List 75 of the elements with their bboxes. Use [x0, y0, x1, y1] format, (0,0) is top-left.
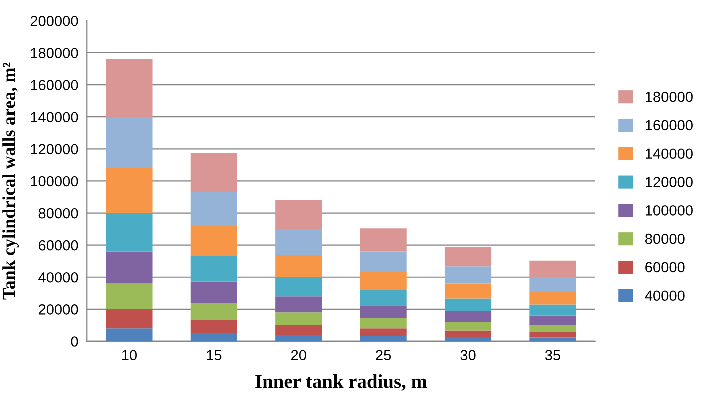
legend-label: 80000 — [645, 234, 685, 244]
y-tick-label: 160000 — [31, 80, 78, 90]
x-tick-label: 15 — [207, 350, 222, 361]
legend-label: 120000 — [646, 177, 693, 188]
bar — [106, 309, 153, 329]
bar — [444, 337, 492, 342]
bar — [106, 328, 153, 342]
bar — [530, 338, 576, 342]
bar — [360, 328, 407, 336]
x-axis-title: Inner tank radius, m — [256, 374, 428, 392]
bar — [190, 153, 238, 192]
legend-label: 140000 — [646, 148, 693, 160]
y-axis-title: Tank cylindrical walls area, m² — [2, 62, 20, 300]
bar — [360, 290, 407, 306]
legend-label: 40000 — [645, 290, 685, 302]
bar — [190, 282, 238, 304]
bar — [190, 332, 238, 342]
bar — [360, 306, 407, 318]
legend-label: 160000 — [646, 120, 693, 131]
bar — [276, 200, 322, 230]
bar — [106, 59, 153, 118]
x-tick-label: 20 — [291, 350, 306, 361]
bar — [276, 325, 322, 336]
bar — [360, 252, 407, 272]
bar — [530, 277, 576, 292]
bar — [360, 318, 407, 329]
bar — [360, 272, 407, 290]
y-tick-label: 200000 — [30, 16, 78, 26]
bar — [276, 229, 322, 255]
y-tick-label: 20000 — [38, 304, 78, 315]
legend-label: 100000 — [646, 206, 693, 216]
legend-label: 180000 — [646, 92, 693, 102]
bar — [106, 213, 153, 252]
y-tick-label: 140000 — [31, 112, 78, 123]
bar — [190, 226, 238, 256]
bar — [530, 324, 576, 332]
bar — [444, 322, 492, 331]
y-tick-label: 60000 — [38, 240, 78, 251]
bar — [530, 316, 576, 325]
x-tick-label: 10 — [122, 350, 138, 361]
legend-label: 60000 — [646, 262, 685, 273]
bar — [530, 292, 576, 305]
bar — [444, 247, 492, 267]
y-tick-label: 0 — [71, 336, 78, 347]
x-tick-label: 35 — [545, 350, 560, 361]
bar — [444, 266, 492, 284]
bar — [276, 335, 322, 342]
bar — [360, 336, 407, 342]
x-tick-label: 30 — [460, 350, 476, 361]
bar — [530, 304, 576, 316]
y-tick-label: 180000 — [31, 48, 78, 58]
bar — [444, 330, 492, 338]
bar — [276, 296, 322, 313]
y-tick-label: 100000 — [31, 176, 78, 187]
bar — [190, 256, 238, 282]
bar — [360, 228, 407, 252]
y-tick-label: 120000 — [31, 144, 78, 155]
bar — [530, 260, 576, 278]
bar — [444, 312, 492, 322]
bar — [530, 332, 576, 338]
bar — [190, 320, 238, 333]
y-tick-label: 40000 — [38, 272, 78, 283]
bar — [190, 192, 238, 226]
bar — [276, 312, 322, 326]
bar — [444, 284, 492, 299]
bar — [106, 284, 153, 310]
bar — [190, 303, 238, 320]
bar — [106, 168, 153, 214]
bar — [106, 117, 153, 168]
x-tick-label: 25 — [376, 350, 392, 361]
bar — [444, 298, 492, 312]
bar — [276, 277, 322, 297]
bar — [106, 252, 153, 284]
bar — [276, 254, 322, 278]
y-tick-label: 80000 — [38, 208, 78, 219]
